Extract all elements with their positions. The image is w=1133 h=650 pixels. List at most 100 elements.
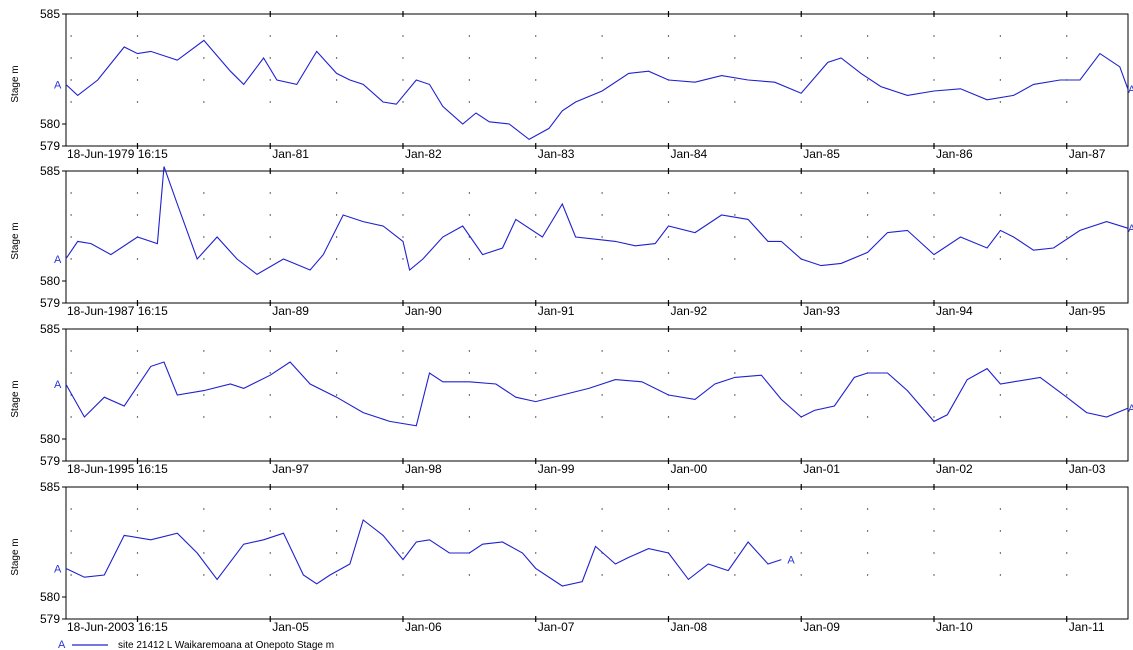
grid-dot bbox=[999, 214, 1002, 216]
grid-dot bbox=[866, 258, 869, 260]
grid-dot bbox=[601, 394, 603, 396]
grid-dot bbox=[1066, 552, 1068, 554]
grid-dot bbox=[203, 416, 205, 418]
grid-dot bbox=[269, 372, 271, 374]
grid-dot bbox=[601, 350, 603, 352]
grid-dot bbox=[136, 372, 139, 374]
x-tick-label: Jan-05 bbox=[272, 620, 309, 634]
grid-dot bbox=[1066, 192, 1068, 194]
x-tick-label: Jan-91 bbox=[538, 304, 575, 318]
series-marker-end: A bbox=[787, 555, 795, 567]
y-axis-label: Stage m bbox=[10, 65, 21, 102]
grid-dot bbox=[335, 574, 338, 576]
chart-panel-1: 585 580 579 Stage m Jan-81 Jan-82 Jan-83 Jan-84… bbox=[10, 7, 1133, 161]
grid-dot bbox=[667, 236, 670, 238]
grid-dot bbox=[269, 35, 271, 37]
grid-dot bbox=[1066, 372, 1068, 374]
grid-dot bbox=[535, 101, 537, 103]
series-marker-end: A bbox=[1128, 84, 1133, 96]
chart-panel-2: 585 580 579 Stage m Jan-89 Jan-90 Jan-91 Jan-92… bbox=[10, 164, 1133, 318]
grid-dot bbox=[999, 574, 1002, 576]
grid-dot bbox=[1066, 508, 1068, 510]
grid-dot bbox=[269, 214, 271, 216]
y-tick-label: 580 bbox=[40, 590, 60, 604]
grid-dot bbox=[269, 508, 271, 510]
grid-dot bbox=[335, 508, 338, 510]
x-tick-label: Jan-99 bbox=[538, 462, 575, 476]
grid-dot bbox=[734, 35, 736, 37]
x-tick-label: Jan-07 bbox=[538, 620, 575, 634]
grid-dot bbox=[734, 192, 736, 194]
grid-dot bbox=[402, 552, 404, 554]
x-tick-label: Jan-03 bbox=[1069, 462, 1106, 476]
y-tick-label: 580 bbox=[40, 274, 60, 288]
grid-dot bbox=[601, 101, 603, 103]
grid-dot bbox=[70, 214, 72, 216]
grid-dot bbox=[468, 192, 471, 194]
grid-dot bbox=[203, 57, 205, 59]
grid-dot bbox=[933, 508, 935, 510]
grid-dot bbox=[70, 258, 72, 260]
grid-dot bbox=[402, 508, 404, 510]
grid-dot bbox=[203, 192, 205, 194]
grid-dot bbox=[535, 79, 537, 81]
grid-dot bbox=[1066, 101, 1068, 103]
y-tick-label: 580 bbox=[40, 432, 60, 446]
grid-dot bbox=[535, 416, 537, 418]
grid-dot bbox=[402, 350, 404, 352]
grid-dot bbox=[734, 530, 736, 532]
series-marker-start: A bbox=[54, 379, 62, 391]
grid-dot bbox=[734, 372, 736, 374]
grid-dot bbox=[999, 192, 1002, 194]
grid-dot bbox=[70, 192, 72, 194]
grid-dot bbox=[402, 530, 404, 532]
grid-dot bbox=[335, 192, 338, 194]
grid-dot bbox=[203, 214, 205, 216]
grid-dot bbox=[800, 35, 802, 37]
grid-dot bbox=[269, 530, 271, 532]
grid-dot bbox=[601, 372, 603, 374]
grid-dot bbox=[136, 530, 139, 532]
grid-dot bbox=[601, 214, 603, 216]
grid-dot bbox=[734, 79, 736, 81]
grid-dot bbox=[933, 552, 935, 554]
grid-dot bbox=[335, 214, 338, 216]
series-line bbox=[65, 39, 1129, 141]
grid-dot bbox=[203, 236, 205, 238]
grid-dot bbox=[535, 552, 537, 554]
panel-frame bbox=[65, 13, 1129, 147]
grid-dot bbox=[269, 552, 271, 554]
grid-dot bbox=[1066, 214, 1068, 216]
grid-dot bbox=[203, 35, 205, 37]
grid-dot bbox=[468, 57, 471, 59]
chart-panel-4: 585 580 579 Stage m Jan-05 Jan-06 Jan-07 Jan-08… bbox=[10, 480, 1129, 634]
series-line bbox=[65, 166, 1128, 276]
grid-dot bbox=[734, 508, 736, 510]
grid-dot bbox=[800, 236, 802, 238]
series-marker-start: A bbox=[54, 79, 62, 91]
grid-dot bbox=[70, 79, 72, 81]
grid-dot bbox=[402, 416, 404, 418]
grid-dot bbox=[70, 574, 72, 576]
panel-start-label: 18-Jun-1979 16:15 bbox=[67, 147, 168, 161]
grid-dot bbox=[933, 416, 935, 418]
grid-dot bbox=[468, 416, 471, 418]
grid-dot bbox=[1066, 350, 1068, 352]
grid-dot bbox=[866, 79, 869, 81]
grid-dot bbox=[335, 350, 338, 352]
grid-dot bbox=[999, 552, 1002, 554]
y-tick-label: 579 bbox=[40, 612, 60, 626]
panel-frame bbox=[65, 328, 1129, 462]
grid-dot bbox=[734, 258, 736, 260]
series-line bbox=[65, 361, 1129, 427]
grid-dot bbox=[933, 214, 935, 216]
grid-dot bbox=[933, 35, 935, 37]
grid-dot bbox=[800, 350, 802, 352]
grid-dot bbox=[601, 192, 603, 194]
x-tick-label: Jan-98 bbox=[405, 462, 442, 476]
x-tick-label: Jan-97 bbox=[272, 462, 309, 476]
grid-dot bbox=[402, 57, 404, 59]
grid-dot bbox=[734, 394, 736, 396]
grid-dot bbox=[866, 35, 869, 37]
grid-dot bbox=[70, 35, 72, 37]
